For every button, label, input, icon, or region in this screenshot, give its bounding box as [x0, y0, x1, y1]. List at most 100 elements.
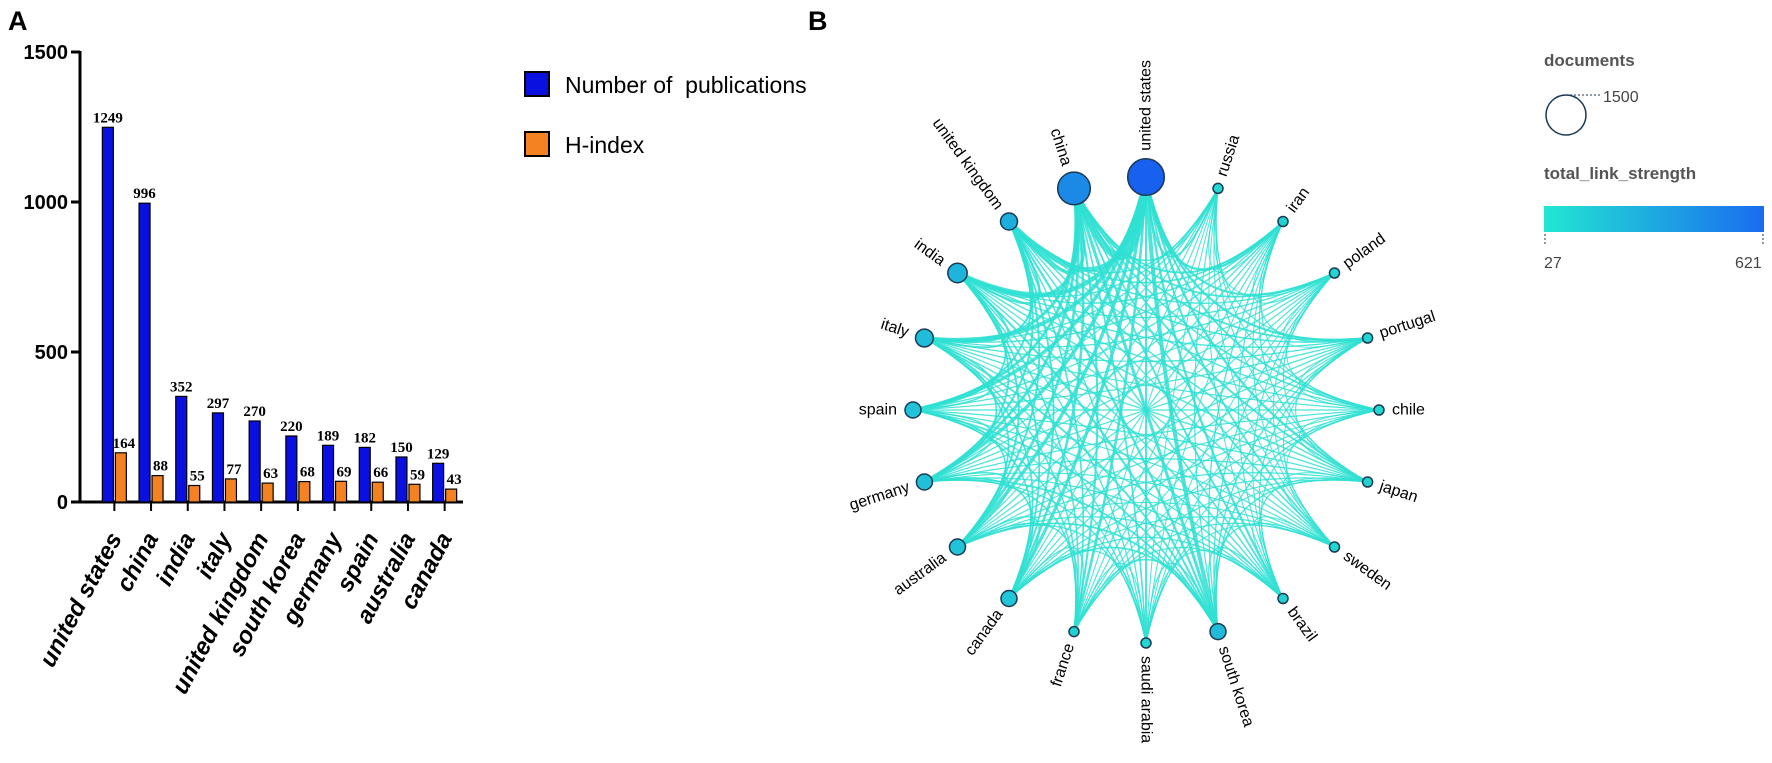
network-link: [1073, 188, 1147, 644]
network-link: [924, 272, 1010, 349]
node-label-italy: italy: [879, 316, 911, 341]
y-tick-label: 1500: [24, 42, 69, 64]
network-link: [1008, 221, 1380, 411]
data-label-publications-australia: 150: [390, 440, 413, 456]
node-label-sweden: sweden: [1340, 548, 1395, 594]
data-label-hindex-united-kingdom: 63: [263, 466, 278, 482]
network-node-china: [1056, 171, 1092, 206]
color-legend-min: 27: [1544, 255, 1562, 272]
network-link: [1008, 188, 1219, 599]
network-link: [957, 272, 1368, 483]
network-link: [957, 515, 1041, 599]
node-label-china: china: [1047, 126, 1075, 168]
network-link: [1073, 187, 1369, 483]
data-label-hindex-united-states: 164: [113, 436, 136, 452]
x-category-label-india: india: [151, 528, 201, 590]
bar-hindex-australia: [408, 483, 421, 503]
bar-publications-united-states: [101, 126, 114, 503]
network-node-japan: [1361, 476, 1374, 488]
node-label-canada: canada: [962, 606, 1007, 659]
network-link: [1008, 220, 1368, 343]
node-label-france: france: [1048, 641, 1078, 689]
data-label-publications-canada: 129: [427, 446, 450, 462]
network-node-saudi-arabia: [1140, 637, 1152, 649]
data-label-hindex-australia: 59: [410, 467, 425, 483]
data-label-hindex-italy: 77: [226, 462, 242, 478]
data-label-hindex-south-korea: 68: [300, 465, 315, 481]
network-panel: B united states russia iran poland portugal c…: [808, 6, 1764, 743]
y-tick-label: 0: [57, 492, 68, 514]
network-node-russia: [1212, 182, 1224, 195]
network-link: [1007, 187, 1086, 275]
network-link: [1008, 221, 1368, 483]
bar-chart-legend: Number of publications H-index: [524, 71, 807, 158]
x-category-label-united-states: united states: [34, 528, 127, 671]
bar-publications-canada: [432, 462, 445, 503]
bar-publications-china: [138, 202, 151, 503]
color-legend-title: total_link_strength: [1544, 164, 1696, 183]
network-node-iran: [1277, 215, 1289, 228]
panel-b-letter: B: [808, 6, 828, 36]
network-link: [1145, 188, 1219, 644]
network-link: [957, 272, 1284, 599]
bar-chart-bars: 1249 164 996 88 352 55 297 77 270 63 220 68 189 69 182…: [93, 110, 462, 503]
network-link: [1072, 176, 1148, 632]
bar-publications-south-korea: [285, 435, 298, 503]
network-link: [1073, 337, 1368, 632]
network-link: [1145, 272, 1335, 644]
network-link: [1007, 188, 1085, 600]
data-label-hindex-germany: 69: [337, 464, 352, 480]
network-link: [1072, 188, 1099, 632]
data-label-publications-china: 996: [133, 186, 156, 202]
network-link: [1008, 409, 1380, 599]
network-node-spain: [904, 401, 922, 419]
data-label-publications-united-states: 1249: [93, 110, 123, 126]
bar-publications-australia: [395, 456, 408, 503]
node-label-brazil: brazil: [1284, 604, 1320, 645]
panel-a-letter: A: [8, 6, 28, 36]
data-label-publications-india: 352: [170, 379, 193, 395]
node-label-united-kingdom: united kingdom: [929, 115, 1007, 213]
data-label-hindex-india: 55: [190, 469, 205, 485]
network-link: [924, 221, 1034, 344]
network-link: [957, 337, 1368, 548]
network-legend: documents 1500 total_link_strength 27 62…: [1544, 51, 1764, 272]
network-node-portugal: [1361, 332, 1374, 344]
network-link: [912, 409, 1368, 483]
bar-hindex-germany: [334, 480, 348, 503]
data-label-publications-italy: 297: [207, 396, 230, 412]
network-link: [956, 188, 1080, 299]
network-link: [957, 472, 1368, 548]
bar-hindex-south-korea: [298, 481, 311, 503]
network-node-india: [947, 262, 968, 284]
network-node-brazil: [1277, 592, 1289, 605]
network-link: [1008, 221, 1335, 548]
bar-hindex-india: [188, 484, 201, 503]
network-node-sweden: [1328, 541, 1341, 553]
network-link: [924, 337, 1284, 599]
network-link: [912, 409, 994, 483]
data-label-hindex-canada: 43: [447, 472, 462, 488]
size-legend-title: documents: [1544, 51, 1635, 70]
network-link: [1144, 176, 1220, 633]
network-link: [957, 221, 1284, 548]
node-label-poland: poland: [1340, 230, 1389, 272]
network-node-poland: [1328, 267, 1341, 279]
network-link: [1073, 187, 1368, 342]
node-label-japan: japan: [1376, 478, 1419, 507]
network-link: [1072, 187, 1220, 633]
node-label-iran: iran: [1284, 184, 1313, 216]
network-node-germany: [915, 473, 934, 491]
network-link: [924, 337, 1368, 363]
bar-publications-spain: [358, 446, 371, 503]
network-node-south-korea: [1209, 622, 1227, 641]
network-link: [912, 337, 1368, 411]
network-link: [1008, 221, 1147, 644]
network-link: [912, 409, 1284, 599]
network-node-france: [1068, 625, 1080, 638]
node-label-australia: australia: [891, 549, 950, 598]
bar-publications-germany: [321, 444, 335, 503]
legend-swatch-publications: [524, 71, 550, 97]
y-tick-label: 1000: [24, 192, 69, 214]
